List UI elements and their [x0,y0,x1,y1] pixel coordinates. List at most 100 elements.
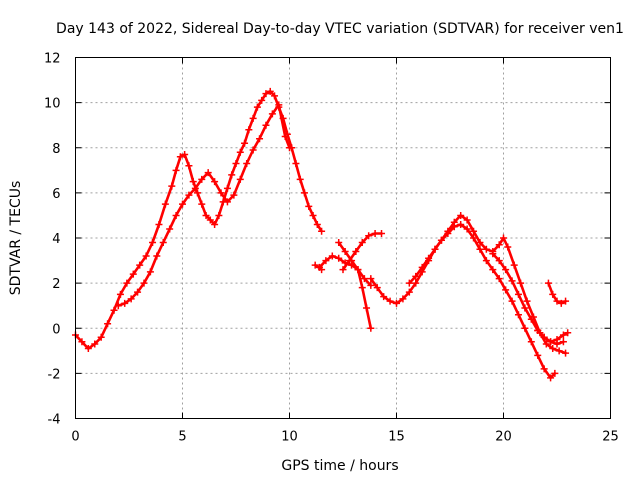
y-tick-label: -2 [48,367,61,382]
data-point [134,288,142,296]
data-point [328,252,336,260]
data-point [121,299,129,307]
data-point [437,236,445,244]
data-point [470,234,478,242]
data-point [140,279,148,287]
data-point [313,220,321,228]
data-point [129,270,137,278]
data-point [510,261,518,269]
data-point [425,254,433,262]
data-point [405,279,413,287]
data-point [521,324,529,332]
data-point [318,266,326,274]
series-track-1 [72,87,326,353]
data-point [204,169,212,177]
data-point [305,202,313,210]
series-track-5 [339,229,386,274]
data-point [116,290,124,298]
data-point [354,266,362,274]
x-tick-label: 5 [178,430,186,445]
data-point [211,220,219,228]
data-point [114,302,122,310]
data-point [243,160,251,168]
data-point [412,279,420,287]
data-point [495,241,503,249]
data-point [380,293,388,301]
data-point [110,306,118,314]
data-point [189,178,197,186]
data-point [549,345,557,353]
data-point [482,245,490,253]
y-tick-label: 12 [44,52,61,67]
data-point [504,243,512,251]
y-tick-label: 10 [44,97,61,112]
data-point [136,261,144,269]
data-point [281,132,289,140]
data-point [418,263,426,271]
data-point [523,297,531,305]
data-point [559,338,567,346]
data-point [457,220,465,228]
data-point [202,211,210,219]
data-point [172,166,180,174]
data-point [367,281,375,289]
data-point [166,225,174,233]
data-point [266,87,274,95]
data-point [405,288,413,296]
data-point [352,248,360,256]
data-point [367,275,375,283]
data-point [345,257,353,265]
series-track-11 [311,261,326,274]
data-point [549,290,557,298]
data-point [393,299,400,307]
data-point [495,275,503,283]
x-tick-label: 0 [71,430,79,445]
data-point [172,211,180,219]
data-point [527,338,535,346]
data-point [553,336,561,344]
data-point [335,254,343,262]
data-point [386,297,394,305]
data-point [450,218,458,226]
data-point [161,200,169,208]
data-point [544,279,552,287]
data-point [286,144,293,152]
data-point [489,250,497,258]
data-point [168,182,176,190]
data-point [527,315,535,323]
x-axis-label: GPS time / hours [281,458,398,474]
data-point [358,284,366,292]
y-tick-label: 8 [52,142,60,157]
data-point [339,266,347,274]
data-point [228,171,236,179]
data-point [153,252,161,260]
data-point [502,266,510,274]
y-tick-label: 6 [52,187,60,202]
data-point [271,92,279,100]
data-point [371,229,379,237]
data-point [540,365,548,373]
x-tick-label: 10 [281,430,298,445]
data-point [557,299,565,307]
data-point [185,162,193,170]
data-point [365,232,373,240]
data-point [399,295,407,303]
chart-title: Day 143 of 2022, Sidereal Day-to-day VTE… [56,21,624,37]
data-point [367,324,375,332]
data-point [256,135,264,143]
series-track-4 [335,239,375,289]
data-point [146,268,154,276]
ticks [75,57,611,419]
data-point [373,284,381,292]
data-point [547,338,555,346]
data-point [514,290,522,298]
series-track-10 [544,279,570,307]
data-point [300,189,308,197]
data-point [534,351,542,359]
series-track-9 [534,327,572,346]
data-point [463,216,471,224]
data-point [142,252,150,260]
data-point [193,189,201,197]
data-point [463,225,471,233]
